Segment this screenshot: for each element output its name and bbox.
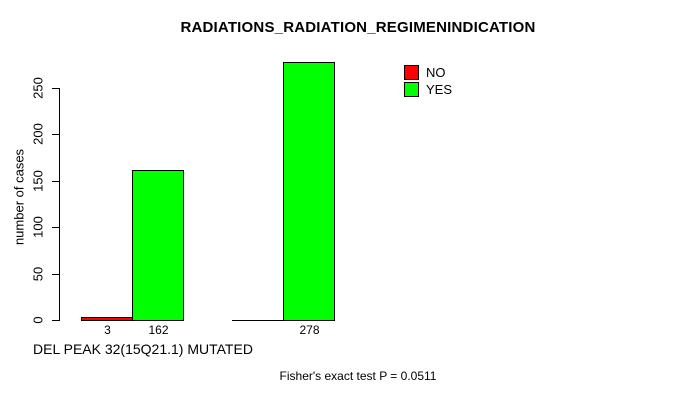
bar-value-label: 162 bbox=[148, 323, 169, 337]
y-axis-tick bbox=[52, 134, 59, 135]
y-axis-line bbox=[59, 88, 60, 321]
legend-swatch-no bbox=[404, 65, 419, 80]
bar-zero bbox=[232, 320, 284, 321]
y-axis-tick bbox=[52, 88, 59, 89]
chart-title: RADIATIONS_RADIATION_REGIMENINDICATION bbox=[180, 19, 536, 36]
bar-value-label: 278 bbox=[299, 323, 320, 337]
legend-item: NO bbox=[404, 64, 452, 81]
bar-no bbox=[81, 317, 133, 321]
bar-yes bbox=[283, 62, 335, 321]
legend-swatch-yes bbox=[404, 82, 419, 97]
stats-annotation: Fisher's exact test P = 0.0511 bbox=[279, 369, 437, 383]
legend-label: YES bbox=[426, 82, 453, 97]
bar-yes bbox=[132, 170, 184, 321]
legend: NO YES bbox=[404, 64, 452, 98]
y-axis-tick bbox=[52, 320, 59, 321]
bar-value-label: 3 bbox=[104, 323, 111, 337]
y-axis-tick bbox=[52, 181, 59, 182]
x-axis-label: DEL PEAK 32(15Q21.1) MUTATED bbox=[33, 341, 253, 357]
y-axis-tick bbox=[52, 274, 59, 275]
legend-label: NO bbox=[426, 65, 446, 80]
y-axis-tick bbox=[52, 227, 59, 228]
legend-item: YES bbox=[404, 81, 452, 98]
